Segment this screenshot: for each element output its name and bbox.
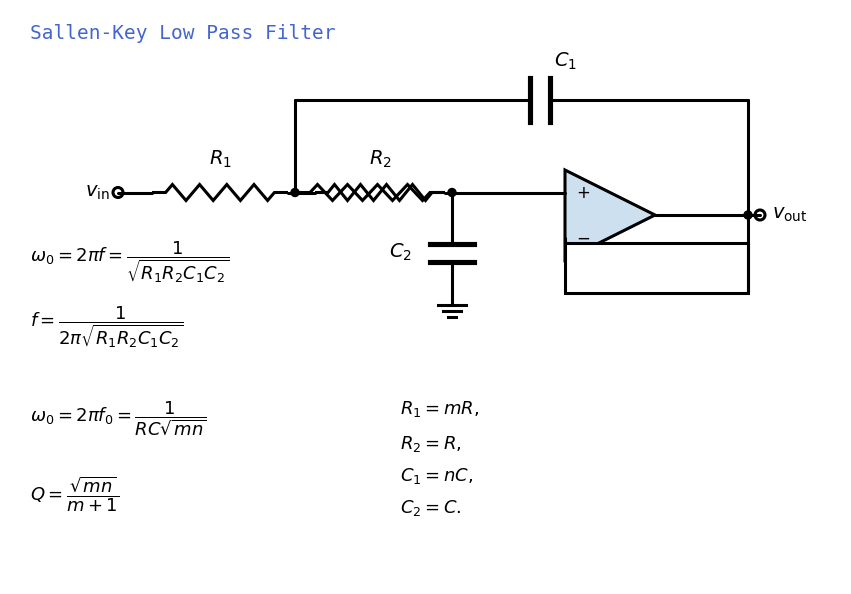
Text: $-$: $-$	[576, 229, 590, 247]
Circle shape	[448, 188, 456, 197]
Circle shape	[744, 211, 752, 219]
Text: $C_2 = C.$: $C_2 = C.$	[400, 498, 461, 518]
Text: $C_1 = nC,$: $C_1 = nC,$	[400, 466, 473, 486]
Text: $\omega_0 = 2\pi f = \dfrac{1}{\sqrt{R_1 R_2 C_1 C_2}}$: $\omega_0 = 2\pi f = \dfrac{1}{\sqrt{R_1…	[30, 239, 229, 285]
Text: $C_1$: $C_1$	[553, 50, 576, 72]
Text: $f = \dfrac{1}{2\pi\sqrt{R_1 R_2 C_1 C_2}}$: $f = \dfrac{1}{2\pi\sqrt{R_1 R_2 C_1 C_2…	[30, 304, 184, 350]
Text: $C_2$: $C_2$	[389, 242, 412, 263]
Text: $R_1$: $R_1$	[208, 149, 231, 170]
Text: Sallen-Key Low Pass Filter: Sallen-Key Low Pass Filter	[30, 24, 335, 43]
Text: $R_2 = R,$: $R_2 = R,$	[400, 434, 461, 454]
Circle shape	[291, 188, 299, 197]
Bar	[565, 242, 748, 292]
Text: $v_{\rm out}$: $v_{\rm out}$	[772, 206, 808, 225]
Text: $v_{\rm in}$: $v_{\rm in}$	[85, 183, 110, 202]
Polygon shape	[565, 170, 655, 260]
Text: $R_2$: $R_2$	[368, 149, 391, 170]
Text: $R_1 = mR,$: $R_1 = mR,$	[400, 399, 479, 419]
Text: $Q = \dfrac{\sqrt{mn}}{m+1}$: $Q = \dfrac{\sqrt{mn}}{m+1}$	[30, 474, 119, 514]
Text: $+$: $+$	[576, 184, 590, 201]
Text: $\omega_0 = 2\pi f_0 = \dfrac{1}{RC\sqrt{mn}}$: $\omega_0 = 2\pi f_0 = \dfrac{1}{RC\sqrt…	[30, 399, 207, 437]
